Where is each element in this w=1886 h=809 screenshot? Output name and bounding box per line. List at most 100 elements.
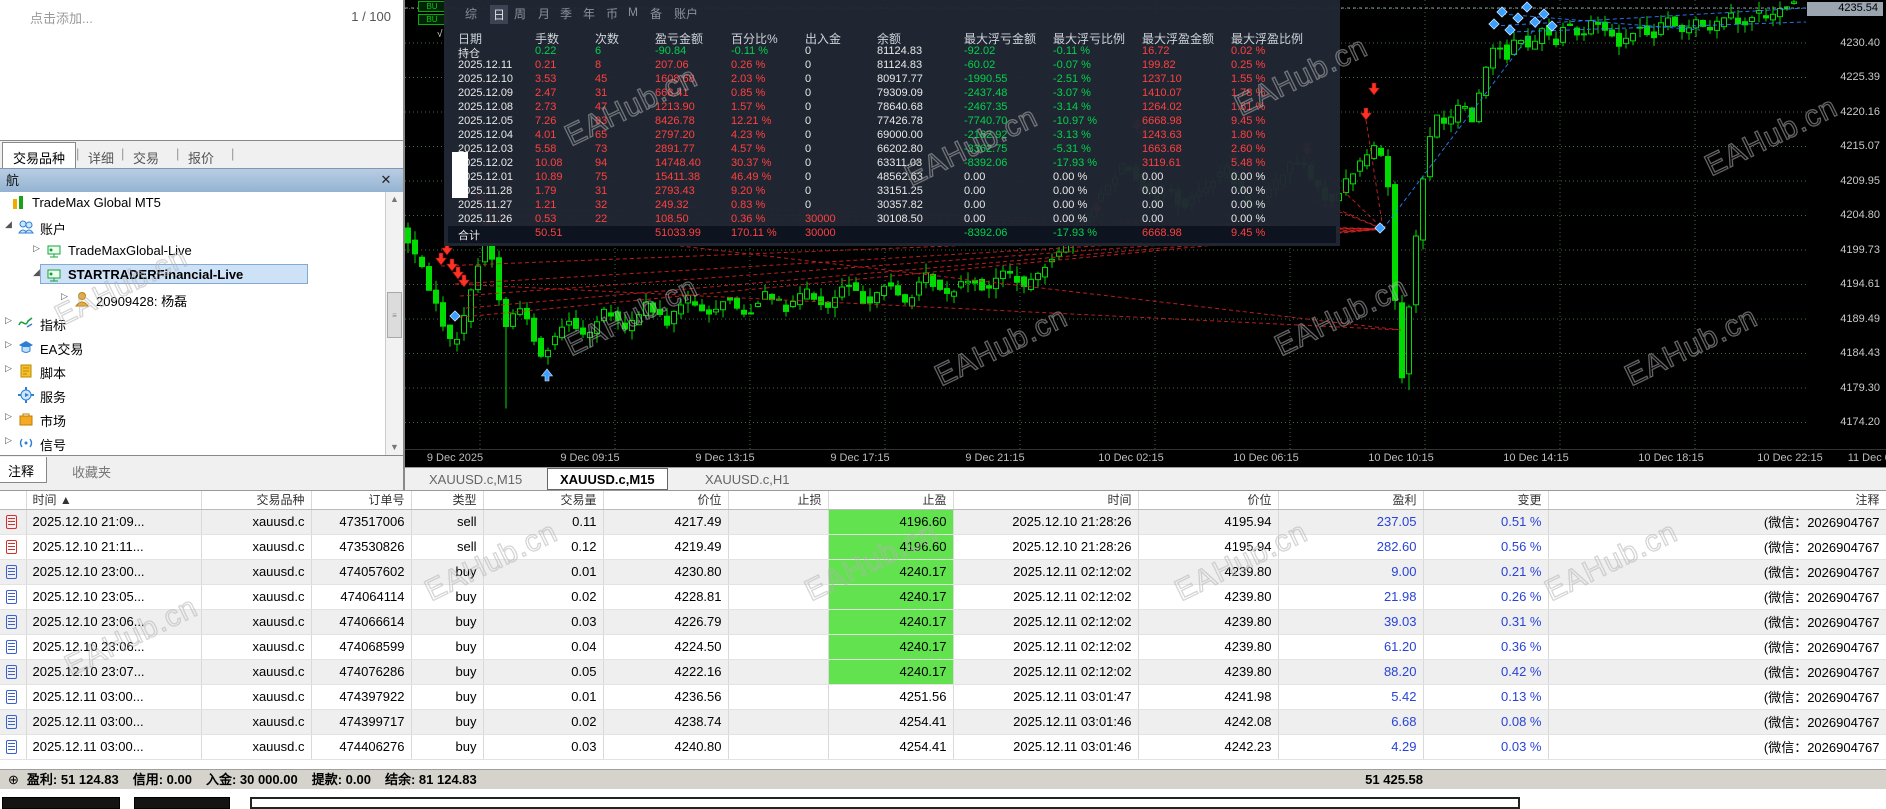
taskbar-item[interactable]	[134, 797, 230, 809]
price-axis[interactable]: 4235.54 4230.40 4225.39 4220.16 4215.07 4209…	[1806, 0, 1886, 449]
stats-cell: 8426.78	[655, 115, 695, 127]
order-row[interactable]: 2025.12.10 23:07... xauusd.c 474076286 buy 0…	[0, 659, 1886, 685]
stats-row-2025.11.27[interactable]: 2025.11.27 1.21 32 249.32 0.83 % 0 30357.82 0.0…	[444, 199, 1340, 213]
orders-col-价位[interactable]: 价位	[1138, 491, 1279, 510]
tree-item--[interactable]: ▷ 脚本	[0, 360, 385, 382]
tree-item--[interactable]: ▷ 指标	[0, 312, 385, 334]
stats-row-2025.12.05[interactable]: 2025.12.05 7.26 93 8426.78 12.21 % 0 77426.78 -…	[444, 115, 1340, 129]
stats-row-2025.12.08[interactable]: 2025.12.08 2.73 47 1213.90 1.57 % 0 78640.68 -2…	[444, 101, 1340, 115]
time-axis[interactable]: 9 Dec 2025 9 Dec 09:15 9 Dec 13:15 9 Dec 17…	[405, 449, 1886, 467]
order-row[interactable]: 2025.12.10 23:06... xauusd.c 474066614 buy 0…	[0, 609, 1886, 635]
chart-button-buy-2[interactable]: BU	[418, 14, 446, 25]
tree-item--[interactable]: 服务	[0, 384, 385, 406]
stats-period-综[interactable]: 综	[465, 7, 478, 21]
order-row[interactable]: 2025.12.11 03:00... xauusd.c 474397922 buy 0…	[0, 684, 1886, 710]
expand-icon[interactable]: ⊕	[8, 772, 19, 787]
collapse-icon[interactable]: ◢	[5, 219, 12, 229]
tree-item--[interactable]: ▷ 信号	[0, 432, 385, 454]
stats-period-币[interactable]: 币	[606, 7, 619, 21]
tab-2[interactable]: 报价	[188, 151, 215, 166]
orders-col-盈利[interactable]: 盈利	[1278, 491, 1424, 510]
chart-tab-0[interactable]: XAUUSD.c,M15	[429, 472, 523, 487]
tab-0[interactable]: 详细	[88, 151, 115, 166]
chart-button-buy-1[interactable]: BU	[418, 1, 446, 12]
stats-cell: 65	[595, 129, 608, 141]
orders-col-注释[interactable]: 注释	[1548, 491, 1886, 510]
orders-col-交易品种[interactable]: 交易品种	[201, 491, 312, 510]
orders-col-订单号[interactable]: 订单号	[311, 491, 412, 510]
orders-col-价位[interactable]: 价位	[603, 491, 729, 510]
stats-period-M[interactable]: M	[628, 5, 638, 19]
orders-col-交易量[interactable]: 交易量	[483, 491, 604, 510]
stats-period-账户[interactable]: 账户	[674, 7, 699, 21]
tree-item--[interactable]: ▷ 市场	[0, 408, 385, 430]
expand-icon[interactable]: ▷	[5, 339, 12, 349]
tab-favorites[interactable]: 收藏夹	[72, 465, 112, 480]
tree-item-trademaxglobal-live[interactable]: ▷ TradeMaxGlobal-Live	[0, 240, 385, 262]
orders-col-变更[interactable]: 变更	[1423, 491, 1549, 510]
order-row[interactable]: 2025.12.11 03:00... xauusd.c 474406276 buy 0…	[0, 734, 1886, 760]
tree-item--[interactable]: ◢ 账户	[0, 216, 385, 238]
tree-item-trademax-global-mt5[interactable]: TradeMax Global MT5	[0, 192, 385, 214]
chart-tab-2[interactable]: XAUUSD.c,H1	[705, 472, 790, 487]
order-cell: 2025.12.11 02:12:02	[953, 634, 1139, 660]
tree-item-ea-[interactable]: ▷ EA交易	[0, 336, 385, 358]
tab-comments[interactable]: 注释	[0, 457, 48, 483]
orders-col-icon[interactable]	[0, 491, 27, 510]
stats-row-2025.12.03[interactable]: 2025.12.03 5.58 73 2891.77 4.57 % 0 66202.80 -3…	[444, 143, 1340, 157]
order-row[interactable]: 2025.12.10 23:00... xauusd.c 474057602 buy 0…	[0, 559, 1886, 585]
stats-period-日[interactable]: 日	[490, 5, 509, 24]
chart-tab-1[interactable]: XAUUSD.c,M15	[547, 468, 668, 490]
stats-row-total[interactable]: 合计 50.51 51033.99 170.11 % 30000 -8392.06 -17.…	[444, 227, 1340, 242]
stats-period-周[interactable]: 周	[514, 7, 527, 21]
expand-icon[interactable]: ▷	[5, 411, 12, 421]
stats-row-2025.12.01[interactable]: 2025.12.01 10.89 75 15411.38 46.49 % 0 48562.6…	[444, 171, 1340, 185]
order-row[interactable]: 2025.12.10 23:05... xauusd.c 474064114 buy 0…	[0, 584, 1886, 610]
orders-col-时间[interactable]: 时间	[953, 491, 1139, 510]
stats-row-2025.11.26[interactable]: 2025.11.26 0.53 22 108.50 0.36 % 30000 30108.5…	[444, 213, 1340, 227]
expand-icon[interactable]: ▷	[5, 435, 12, 445]
stats-row-持仓[interactable]: 持仓 0.22 6 -90.84 -0.11 % 0 81124.83 -92.02 -0.11…	[444, 45, 1340, 60]
stats-row-2025.12.02[interactable]: 2025.12.02 10.08 94 14748.40 30.37 % 0 63311.0…	[444, 157, 1340, 171]
order-cell: (微信：2026904767	[1548, 659, 1886, 685]
tab-symbols[interactable]: 交易品种	[2, 142, 77, 169]
stats-row-2025.12.04[interactable]: 2025.12.04 4.01 65 2797.20 4.23 % 0 69000.00 -2…	[444, 129, 1340, 143]
scroll-down-icon[interactable]: ▼	[386, 440, 403, 455]
order-cell: (微信：2026904767	[1548, 509, 1886, 535]
stats-row-2025.12.11[interactable]: 2025.12.11 0.21 8 207.06 0.26 % 0 81124.83 -60.…	[444, 59, 1340, 73]
tab-1[interactable]: 交易	[133, 151, 160, 166]
stats-period-年[interactable]: 年	[583, 7, 596, 21]
taskbar-item[interactable]	[2, 797, 120, 809]
expand-icon[interactable]: ▷	[5, 315, 12, 325]
close-icon[interactable]: ✕	[380, 172, 392, 187]
stats-row-2025.12.09[interactable]: 2025.12.09 2.47 31 668.41 0.85 % 0 79309.09 -24…	[444, 87, 1340, 101]
stats-period-季[interactable]: 季	[560, 7, 573, 21]
expand-icon[interactable]: ▷	[33, 243, 40, 253]
navigator-scrollbar[interactable]: ▲ ≡ ▼	[385, 192, 403, 455]
stats-row-2025.12.10[interactable]: 2025.12.10 3.53 45 1608.68 2.03 % 0 80917.77 -1…	[444, 73, 1340, 87]
expand-icon[interactable]: ▷	[5, 363, 12, 373]
indicators-icon	[18, 315, 34, 331]
order-row[interactable]: 2025.12.10 23:06... xauusd.c 474068599 buy 0…	[0, 634, 1886, 660]
order-row[interactable]: 2025.12.10 21:09... xauusd.c 473517006 sell…	[0, 509, 1886, 535]
scroll-up-icon[interactable]: ▲	[386, 192, 403, 207]
stats-row-2025.11.28[interactable]: 2025.11.28 1.79 31 2793.43 9.20 % 0 33151.25 0.…	[444, 185, 1340, 199]
orders-col-类型[interactable]: 类型	[411, 491, 484, 510]
orders-header-row[interactable]: 时间 ▲ 交易品种 订单号 类型 交易量 价位 止损 止盈 时间 价位 盈利 变更 注释	[0, 491, 1886, 510]
orders-col-止损[interactable]: 止损	[728, 491, 829, 510]
orders-col-时间[interactable]: 时间 ▲	[26, 491, 202, 510]
stats-cell: -3.14 %	[1053, 101, 1091, 113]
order-row[interactable]: 2025.12.10 21:11... xauusd.c 473530826 sell…	[0, 534, 1886, 560]
stats-period-备[interactable]: 备	[650, 7, 663, 21]
market-watch-add[interactable]: 点击添加...	[30, 11, 93, 26]
stats-period-月[interactable]: 月	[538, 7, 551, 21]
expand-icon[interactable]: ▷	[61, 291, 68, 301]
accounts-icon	[18, 219, 34, 235]
tree-item-startraderfinancial-live[interactable]: ◢ STARTRADERFinancial-Live	[0, 264, 385, 286]
orders-col-止盈[interactable]: 止盈	[828, 491, 954, 510]
scrollbar-thumb[interactable]: ≡	[387, 292, 402, 338]
order-row[interactable]: 2025.12.11 03:00... xauusd.c 474399717 buy 0…	[0, 709, 1886, 735]
tree-item-20909428-[interactable]: ▷ 20909428: 杨磊	[0, 288, 385, 310]
collapse-icon[interactable]: ◢	[33, 267, 40, 277]
order-cell: 0.02	[483, 584, 604, 610]
